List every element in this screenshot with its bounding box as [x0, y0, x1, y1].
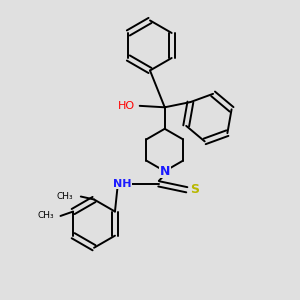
Text: HO: HO [118, 101, 135, 111]
Text: NH: NH [113, 179, 131, 189]
Text: CH₃: CH₃ [38, 212, 54, 220]
Text: S: S [190, 183, 199, 196]
Text: N: N [160, 165, 170, 178]
Text: CH₃: CH₃ [57, 192, 74, 201]
